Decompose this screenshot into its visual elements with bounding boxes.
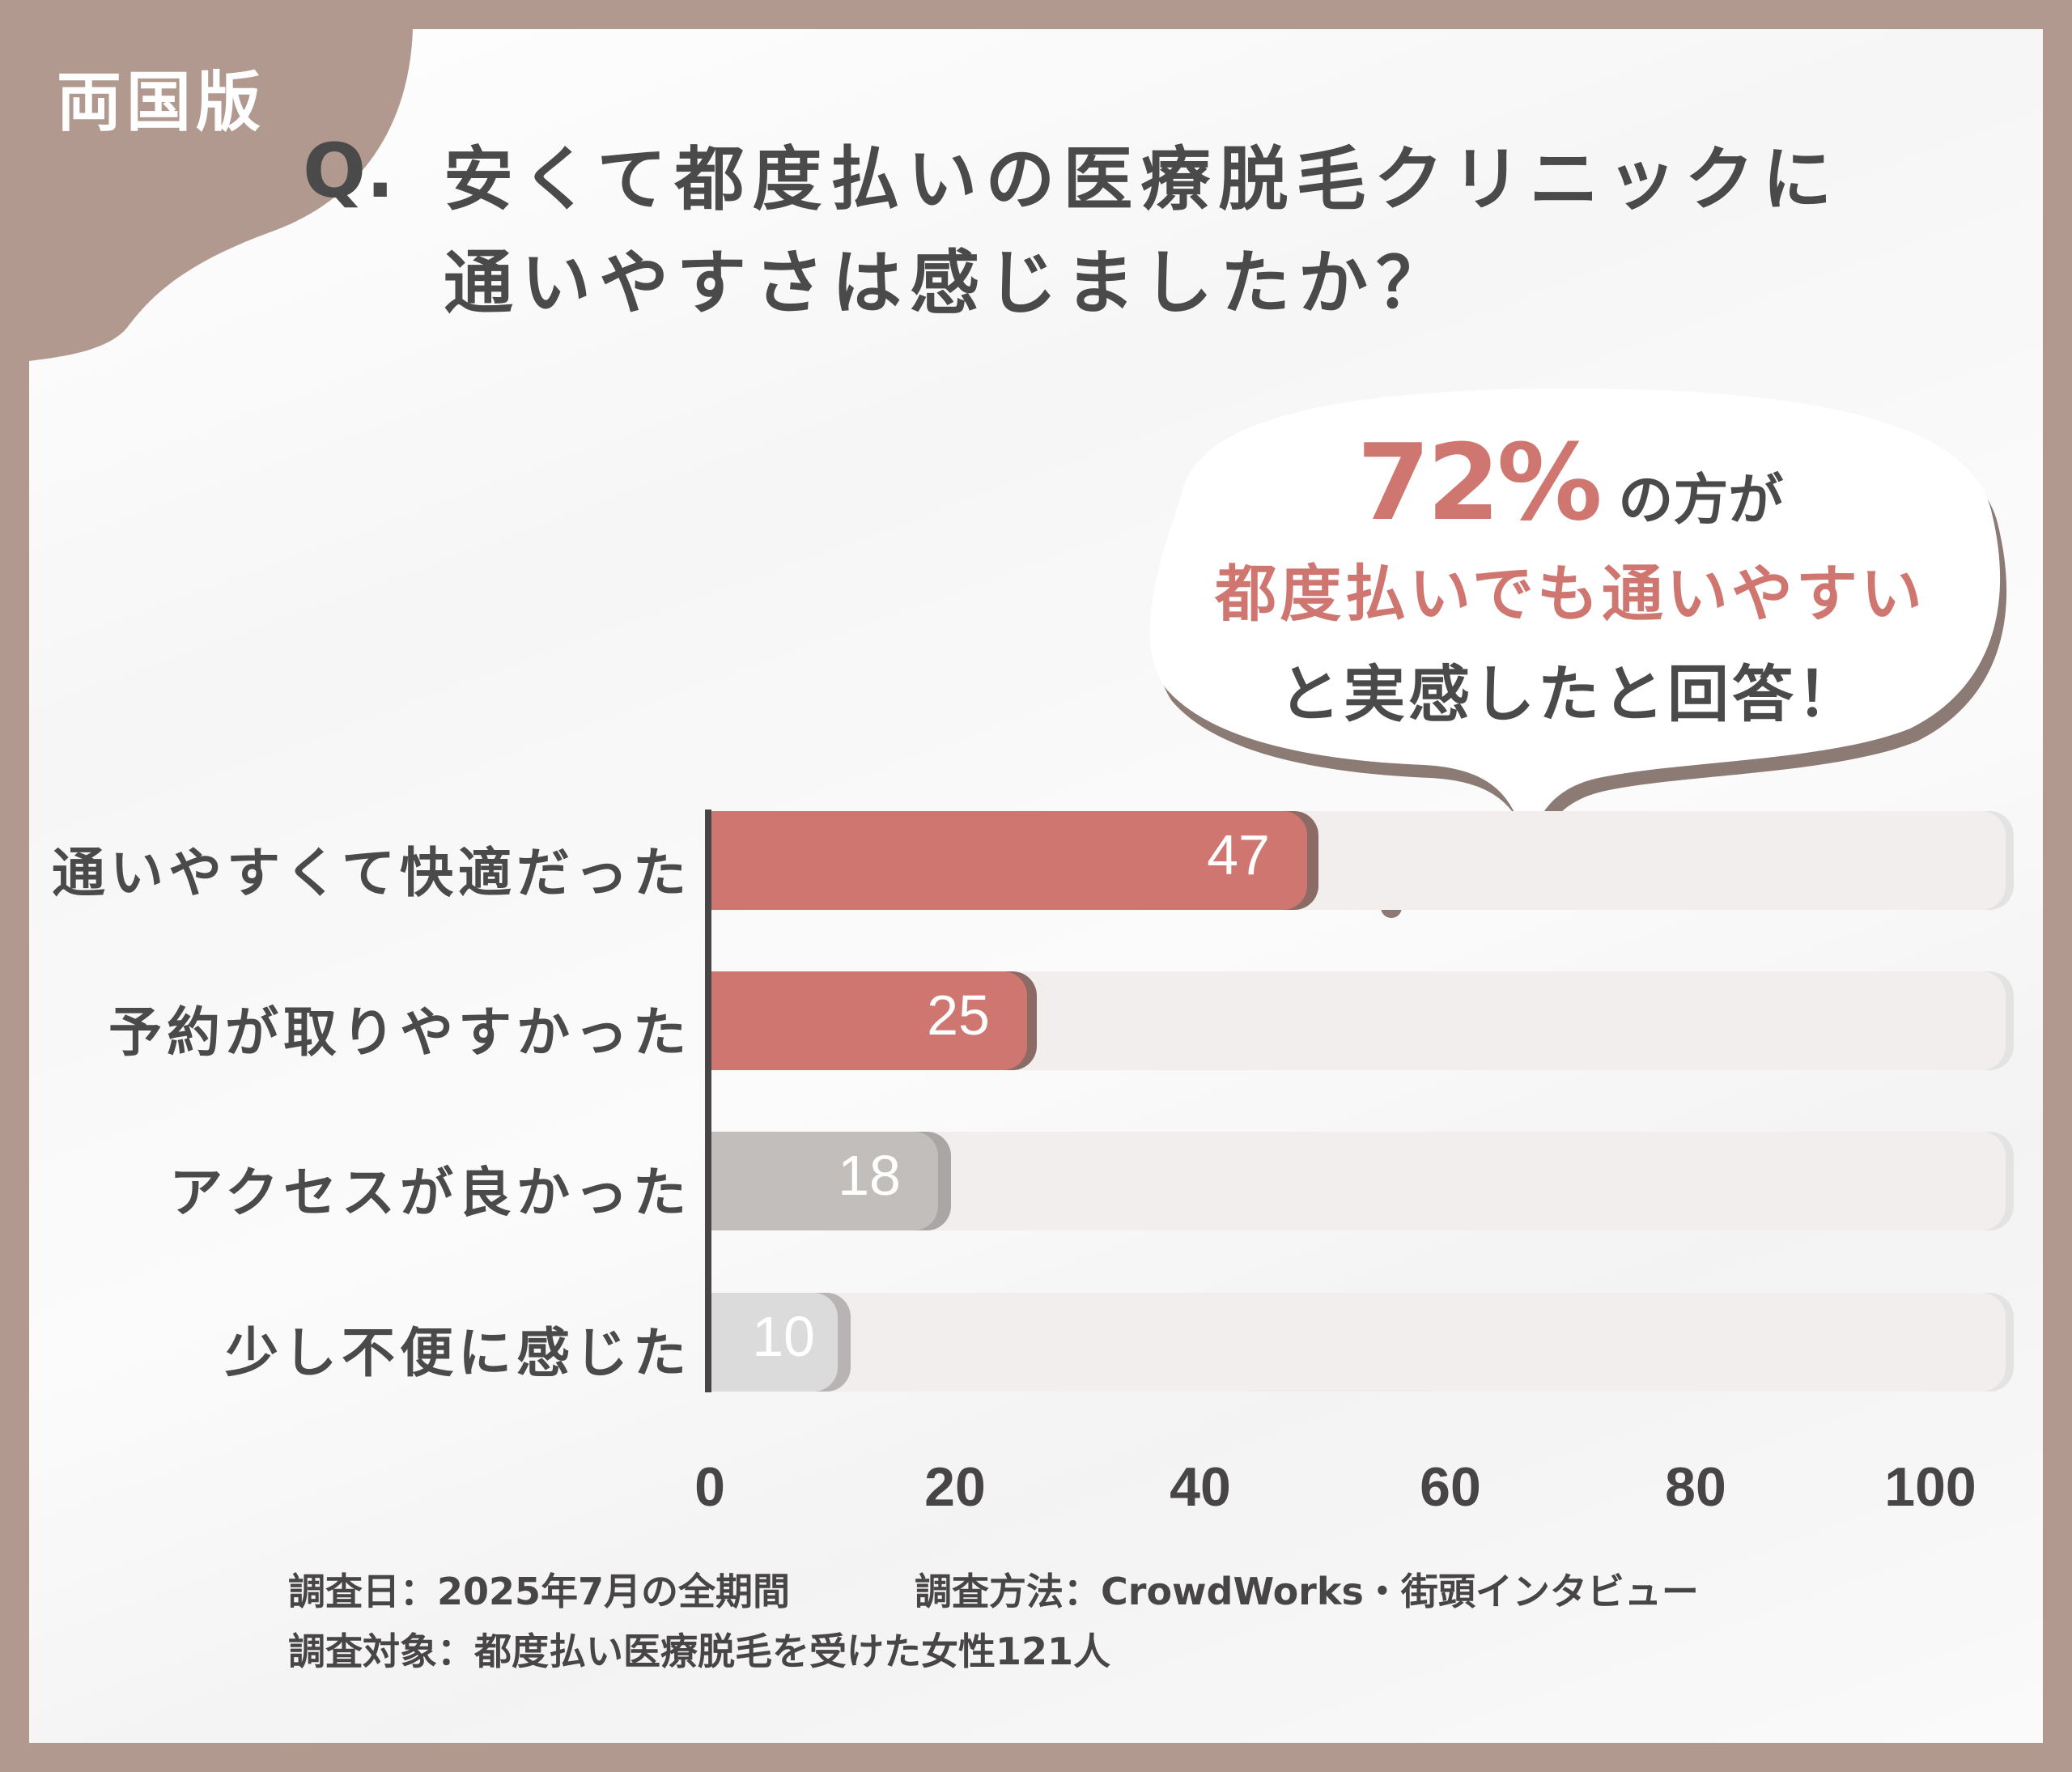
y-axis-line: [705, 810, 711, 1392]
category-label: アクセスが良かった: [169, 1162, 691, 1224]
x-tick: 60: [1420, 1456, 1481, 1518]
bar: 25: [711, 971, 1027, 1070]
x-tick: 0: [694, 1456, 725, 1518]
bar-value: 25: [927, 984, 990, 1047]
bar: 47: [711, 811, 1307, 910]
callout-line-1: 72% の方が: [1149, 421, 1991, 544]
bar-value: 47: [1207, 823, 1270, 886]
bar-value: 18: [838, 1144, 901, 1207]
question-prefix: Q.: [303, 128, 395, 215]
x-tick: 100: [1884, 1456, 1976, 1518]
x-tick: 80: [1665, 1456, 1726, 1518]
callout-text: 72% の方が 都度払いでも通いやすい と実感したと回答！: [1149, 421, 1991, 733]
x-tick: 40: [1170, 1456, 1231, 1518]
category-label: 予約が取りやすかった: [108, 1001, 691, 1064]
callout-percent: 72%: [1357, 421, 1603, 544]
x-tick: 20: [924, 1456, 986, 1518]
edition-label: 両国版: [57, 65, 265, 140]
category-label: 通いやすくて快適だった: [51, 842, 691, 904]
category-label: 少し不便に感じた: [225, 1322, 691, 1384]
callout-suffix: の方が: [1618, 469, 1784, 533]
survey-method: 調査方法：CrowdWorks・街頭インタビュー: [915, 1570, 1699, 1613]
bar: 10: [711, 1293, 838, 1392]
bar: 18: [711, 1132, 938, 1230]
callout-line-2: 都度払いでも通いやすい: [1215, 558, 1926, 630]
speech-bubble: [1149, 389, 2007, 855]
bar-value: 10: [752, 1305, 815, 1368]
question-title: 安くて都度払いの医療脱毛クリニックに 通いやすさは感じましたか？: [444, 128, 1840, 335]
survey-target: 調査対象：都度払い医療脱毛を受けた女性121人: [288, 1630, 1111, 1673]
question-line-2: 通いやすさは感じましたか？: [444, 243, 1454, 324]
survey-date: 調査日：2025年7月の全期間: [288, 1570, 791, 1613]
bar-track: [711, 1293, 2006, 1392]
callout-line-3: と実感したと回答！: [1279, 658, 1862, 730]
question-line-1: 安くて都度払いの医療脱毛クリニックに: [444, 139, 1841, 220]
corner-decoration: [29, 29, 413, 361]
